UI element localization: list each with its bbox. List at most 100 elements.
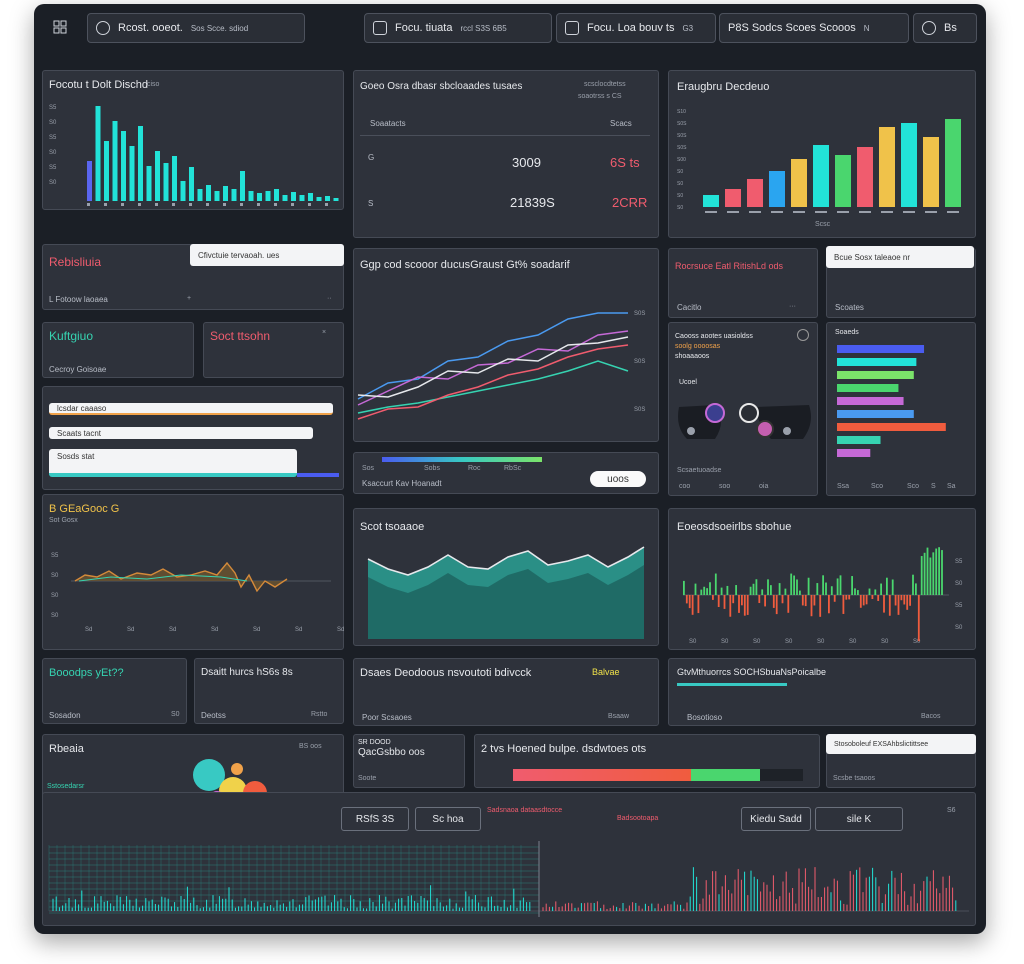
kpi-2-sub: Deotss: [201, 711, 226, 720]
legend-toggle-button[interactable]: uoos: [590, 471, 646, 487]
toolbar-settings-button[interactable]: Bs: [913, 13, 977, 43]
series-line: [367, 546, 645, 576]
candle: [807, 577, 810, 595]
close-icon[interactable]: ×: [322, 329, 327, 336]
tooltip: Cfivctuie tervaoah. ues: [190, 244, 344, 266]
toggle-bottom-2: soo: [719, 483, 731, 490]
refresh-button[interactable]: Kiedu Sadd: [741, 807, 811, 831]
candle: [816, 583, 819, 595]
bar: [747, 179, 763, 207]
legend-label-3: Roc: [468, 465, 481, 472]
kpi-4-title: GtvMthuorrcs SOCHSbuaNsPoicalbe: [677, 667, 827, 677]
bar: [901, 123, 917, 207]
y-tick-label: S0: [51, 613, 59, 619]
y-tick-label: S0: [677, 169, 683, 175]
x-tick: [223, 203, 226, 206]
x-tick: [903, 211, 915, 213]
candle: [836, 578, 839, 595]
toggle-line-1: Caooss aootes uasioldss: [675, 333, 753, 340]
form-row-3-label: Sosds stat: [57, 452, 95, 461]
x-tick: [121, 203, 124, 206]
toolbar-layout-button[interactable]: Focu. Loa bouv ts G3: [556, 13, 716, 43]
time-button[interactable]: sile K: [815, 807, 903, 831]
candle: [743, 595, 746, 616]
wave-line-chart: S5 S0 S0 S0 Sd Sd Sd Sd Sd Sd Sd: [51, 553, 344, 633]
y-tick-label: S5: [955, 559, 963, 565]
progress-panel: 2 tvs Hoened bulpe. dsdwtoes ots: [474, 734, 820, 788]
x-tick-label: Sd: [169, 627, 176, 633]
bar: [325, 196, 330, 201]
bottom-title: Sadsnaoa dataasdtocce: [487, 807, 563, 814]
bar: [813, 145, 829, 207]
hbar: [837, 358, 917, 366]
range-button[interactable]: RSfS 3S: [341, 807, 409, 831]
legend-label-1: Sos: [362, 465, 375, 472]
form-row-3[interactable]: Sosds stat: [49, 449, 297, 477]
right-tag-label: Stosoboleuf EXSAhbslictittsee: [834, 740, 929, 748]
hbar: [837, 410, 914, 418]
candle: [796, 579, 798, 595]
hbar-footer-2: Sco: [871, 483, 884, 490]
candle: [897, 595, 900, 615]
candle: [714, 573, 717, 595]
bar: [180, 181, 186, 201]
kpi-2-title: Dsaitt hurcs hS6s 8s: [201, 667, 293, 678]
bar: [299, 195, 305, 201]
candle: [764, 595, 766, 607]
plus-icon: +: [187, 295, 192, 302]
bar: [769, 171, 785, 207]
more-icon[interactable]: ···: [789, 303, 796, 310]
kpi-3-val: Bsaaw: [608, 713, 630, 720]
bar: [316, 197, 322, 201]
stats-col2: Scacs: [610, 119, 632, 128]
area-title: Scot tsoaaoe: [360, 521, 425, 533]
toolbar-focus-button[interactable]: Focu. tiuata rccl S3S 6B5: [364, 13, 552, 43]
candle: [738, 595, 740, 613]
y-tick-label: S10: [677, 109, 686, 115]
x-tick-label: Sd: [253, 627, 260, 633]
candle: [801, 595, 804, 606]
multi-line-panel: Ggp cod scooor ducusGraust Gt% soadarif …: [353, 248, 659, 442]
bar: [333, 198, 339, 201]
candle: [912, 574, 914, 595]
bubble-corner: BS oos: [299, 743, 322, 750]
series-line: [357, 336, 629, 398]
candle: [758, 595, 761, 604]
sort-button[interactable]: Sc hoa: [415, 807, 481, 831]
candle: [920, 556, 923, 595]
candle: [926, 547, 929, 595]
right-tag[interactable]: Stosoboleuf EXSAhbslictittsee: [826, 734, 976, 754]
candle: [900, 595, 903, 601]
y-tick-label: S00: [677, 157, 686, 163]
bubble-title: Rbeaia: [49, 743, 84, 755]
toolbar-search[interactable]: Rcost. ooeot. Sos Scce. sdiod: [87, 13, 305, 43]
form-row-1[interactable]: lcsdar caaaso: [49, 403, 333, 415]
multicolor-bar-chart: S10 S0S S0S S0S S00 S0 S0 S0 S0: [677, 109, 961, 213]
form-row-2[interactable]: Scaats tacnt: [49, 427, 313, 439]
kpi-3-sub: Poor Scsaoes: [362, 713, 412, 722]
candle: [888, 595, 891, 616]
info-icon[interactable]: [797, 329, 809, 341]
kpi-4-accent: [677, 683, 787, 686]
toolbar-filter-button[interactable]: P8S Sodcs Scoes Scooos N: [719, 13, 909, 43]
info-tooltip-text: Bcue Sosx taleaoe nr: [834, 252, 911, 262]
toggle-bottom-3: oia: [759, 483, 769, 490]
series-line: [74, 561, 288, 593]
candle: [845, 595, 848, 600]
grid-menu-icon[interactable]: [53, 20, 67, 34]
bar: [857, 147, 873, 207]
divider: [360, 135, 650, 136]
form-row-1-label: lcsdar caaaso: [57, 403, 107, 413]
gamepad-toggles[interactable]: [675, 397, 815, 447]
legend-button-label: uoos: [607, 473, 629, 485]
red-card: Soct ttsohn ×: [203, 322, 344, 378]
bottom-corner: S6: [947, 807, 956, 814]
bar: [223, 186, 228, 201]
cyan-bar-chart: S5 S0 S5 S0 S5 S0: [49, 105, 339, 206]
candle-title: Eoeosdsoeirlbs sbohue: [677, 521, 792, 533]
candle: [906, 595, 909, 610]
more-icon[interactable]: ··: [327, 295, 332, 302]
x-tick: [947, 211, 959, 213]
x-tick: [859, 211, 871, 213]
candle: [894, 595, 897, 606]
